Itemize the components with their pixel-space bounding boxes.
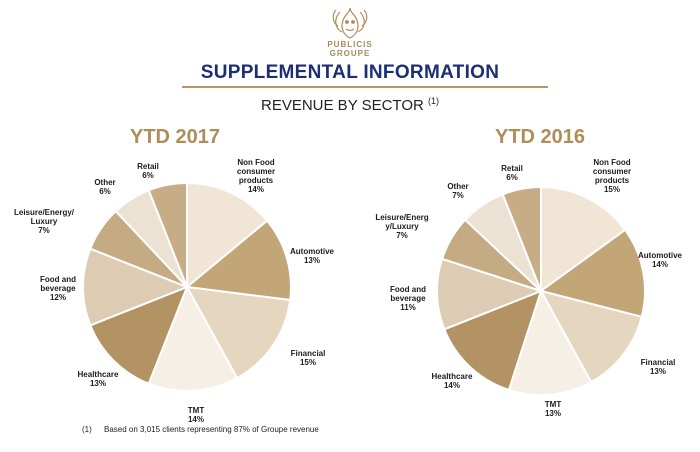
pie-0-label-6: Leisure/Energy/ Luxury 7% [13, 208, 75, 235]
footnote: (1) Based on 3,015 clients representing 8… [82, 425, 319, 434]
pie-1-label-1-category: Automotive [638, 251, 682, 260]
pie-0-label-0-value: 14% [247, 185, 264, 194]
subtitle-footnote-marker: (1) [428, 96, 439, 106]
pie-1-label-7: Other 7% [427, 182, 489, 200]
pie-0-label-4-category: Healthcare [77, 370, 119, 379]
footnote-text: Based on 3,015 clients representing 87% … [104, 425, 319, 434]
pie-0-label-5: Food and beverage 12% [27, 275, 89, 302]
pie-0-label-2: Financial 15% [277, 349, 339, 367]
logo-text-groupe: GROUPE [329, 49, 371, 58]
pie-1-label-0: Non Food consumer products 15% [581, 158, 643, 194]
pie-1-label-5-category: Food and beverage [390, 285, 426, 303]
pie-1-label-8-category: Retail [501, 164, 523, 173]
pie-1-label-7-category: Other [447, 182, 469, 191]
pie-1-label-3-value: 13% [544, 409, 561, 418]
pie-0-label-6-value: 7% [38, 226, 50, 235]
pie-0-label-0: Non Food consumer products 14% [225, 158, 287, 194]
pie-1-label-2: Financial 13% [627, 358, 689, 376]
pie-0-label-4: Healthcare 13% [67, 370, 129, 388]
pie-0-slice-8 [147, 181, 188, 288]
pie-1-label-3: TMT 13% [522, 400, 584, 418]
title-underline [182, 86, 548, 88]
pie-0-label-7: Other 6% [74, 178, 136, 196]
pie-0-label-7-category: Other [94, 178, 116, 187]
pie-1-label-4-value: 14% [443, 381, 460, 390]
pie-1-label-8: Retail 6% [481, 164, 543, 182]
pie-0-label-3: TMT 14% [165, 406, 227, 424]
pie-1-label-6-value: 7% [396, 231, 408, 240]
pie-1-label-7-value: 7% [452, 191, 464, 200]
footnote-number: (1) [82, 425, 92, 434]
pie-0-slice-1 [184, 219, 292, 302]
pie-1-label-5: Food and beverage 11% [377, 285, 439, 312]
pie-1-slice-3 [507, 288, 593, 396]
pie-1-label-3-category: TMT [544, 400, 562, 409]
pie-1-label-6: Leisure/Energ y/Luxury 7% [371, 213, 433, 240]
subtitle-text: REVENUE BY SECTOR [261, 97, 424, 114]
pie-0-label-5-value: 12% [49, 293, 66, 302]
pie-0-label-3-value: 14% [187, 415, 204, 424]
logo-text-publicis: PUBLICIS [327, 40, 373, 49]
pie-0-slice-4 [89, 285, 189, 385]
pie-1-label-4-category: Healthcare [431, 372, 473, 381]
pie-1-slice-5 [436, 257, 544, 331]
pie-0-label-0-category: Non Food consumer products [236, 158, 276, 185]
pie-1-label-1: Automotive 14% [629, 251, 691, 269]
chart-title-ytd-2016: YTD 2016 [495, 126, 586, 148]
publicis-lion-logo-icon [320, 4, 380, 62]
pie-1-label-8-value: 6% [506, 173, 518, 182]
pie-0-slice-0 [186, 181, 269, 290]
pie-0-label-2-value: 15% [299, 358, 316, 367]
pie-1-label-0-category: Non Food consumer products [592, 158, 632, 185]
pie-1-label-2-value: 13% [649, 367, 666, 376]
pie-1-slice-8 [501, 185, 542, 292]
pie-1-label-4: Healthcare 14% [421, 372, 483, 390]
page-subtitle: REVENUE BY SECTOR (1) [0, 96, 700, 114]
pie-0-label-1-value: 13% [303, 256, 320, 265]
pie-0-label-6-category: Leisure/Energy/ Luxury [13, 208, 75, 226]
pie-0-slice-2 [185, 285, 292, 380]
pie-0-label-7-value: 6% [99, 187, 111, 196]
pie-0-label-1-category: Automotive [290, 247, 334, 256]
pie-1-label-2-category: Financial [640, 358, 676, 367]
pie-0-label-1: Automotive 13% [281, 247, 343, 265]
pie-1-slice-2 [539, 289, 643, 384]
page-title: SUPPLEMENTAL INFORMATION [200, 62, 500, 83]
pie-1-label-1-value: 14% [651, 260, 668, 269]
pie-0-label-2-category: Financial [290, 349, 326, 358]
pie-0-label-3-category: TMT [187, 406, 205, 415]
pie-0-label-5-category: Food and beverage [40, 275, 76, 293]
pie-1-slice-0 [540, 185, 627, 293]
pie-1-slice-1 [538, 228, 646, 319]
pie-0-label-8-category: Retail [137, 162, 159, 171]
pie-1-label-6-category: Leisure/Energ y/Luxury [375, 213, 429, 231]
pie-1-slice-4 [443, 289, 543, 392]
pie-0-label-8: Retail 6% [117, 162, 179, 180]
chart-title-ytd-2017: YTD 2017 [130, 126, 221, 148]
pie-0-slice-5 [81, 247, 190, 327]
pie-1-label-5-value: 11% [400, 303, 416, 312]
pie-1-label-0-value: 15% [603, 185, 620, 194]
pie-0-label-4-value: 13% [89, 379, 106, 388]
pie-0-slice-3 [147, 284, 239, 392]
pie-0-label-8-value: 6% [142, 171, 154, 180]
